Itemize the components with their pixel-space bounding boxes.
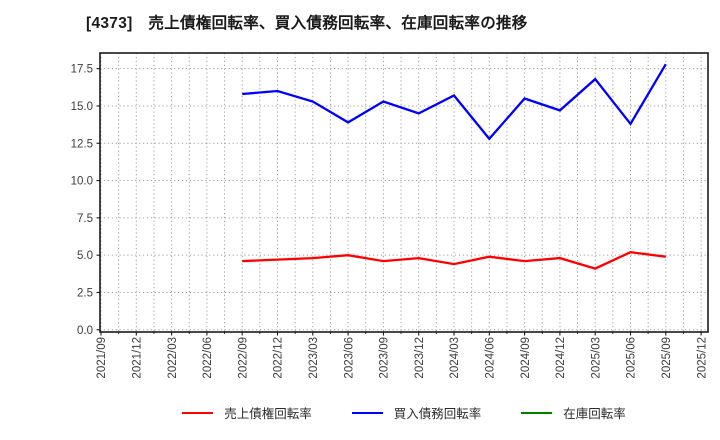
svg-text:2021/12: 2021/12 (132, 337, 144, 379)
legend-item-receivables-turnover: 売上債権回転率 (182, 403, 312, 422)
legend-label-receivables-turnover: 売上債権回転率 (224, 407, 312, 421)
legend-line-swatch-red (182, 411, 214, 414)
svg-text:5.0: 5.0 (77, 250, 93, 262)
svg-text:2024/03: 2024/03 (449, 337, 461, 379)
svg-text:2025/12: 2025/12 (696, 337, 708, 379)
svg-text:2024/12: 2024/12 (555, 337, 567, 379)
svg-text:2022/09: 2022/09 (237, 337, 249, 379)
chart-title: [4373] 売上債権回転率、買入債務回転率、在庫回転率の推移 (86, 15, 528, 32)
legend-line-swatch-green (521, 411, 553, 414)
svg-text:2023/12: 2023/12 (414, 337, 426, 379)
svg-text:2023/09: 2023/09 (379, 337, 391, 379)
legend-item-inventory-turnover: 在庫回転率 (521, 403, 626, 422)
svg-text:2023/03: 2023/03 (308, 337, 320, 379)
svg-text:17.5: 17.5 (71, 64, 93, 76)
legend-line-swatch-blue (351, 411, 383, 414)
svg-text:2025/03: 2025/03 (590, 337, 602, 379)
svg-text:2025/06: 2025/06 (626, 337, 638, 379)
legend-label-inventory-turnover: 在庫回転率 (563, 407, 626, 421)
svg-text:12.5: 12.5 (71, 138, 93, 150)
svg-text:2022/03: 2022/03 (167, 337, 179, 379)
chart-legend: 売上債権回転率 買入債務回転率 在庫回転率 (100, 403, 708, 422)
legend-item-payables-turnover: 買入債務回転率 (351, 403, 482, 422)
svg-text:2024/06: 2024/06 (485, 337, 497, 379)
svg-text:15.0: 15.0 (71, 101, 93, 113)
svg-text:2021/09: 2021/09 (96, 337, 108, 379)
legend-label-payables-turnover: 買入債務回転率 (393, 407, 482, 421)
svg-text:7.5: 7.5 (77, 213, 93, 225)
svg-text:2024/09: 2024/09 (520, 337, 532, 379)
svg-text:2025/09: 2025/09 (661, 337, 673, 379)
svg-text:0.0: 0.0 (77, 325, 93, 337)
svg-text:10.0: 10.0 (71, 176, 93, 188)
svg-text:2.5: 2.5 (77, 287, 93, 299)
svg-text:2022/12: 2022/12 (273, 337, 285, 379)
svg-text:2022/06: 2022/06 (202, 337, 214, 379)
svg-text:2023/06: 2023/06 (343, 337, 355, 379)
